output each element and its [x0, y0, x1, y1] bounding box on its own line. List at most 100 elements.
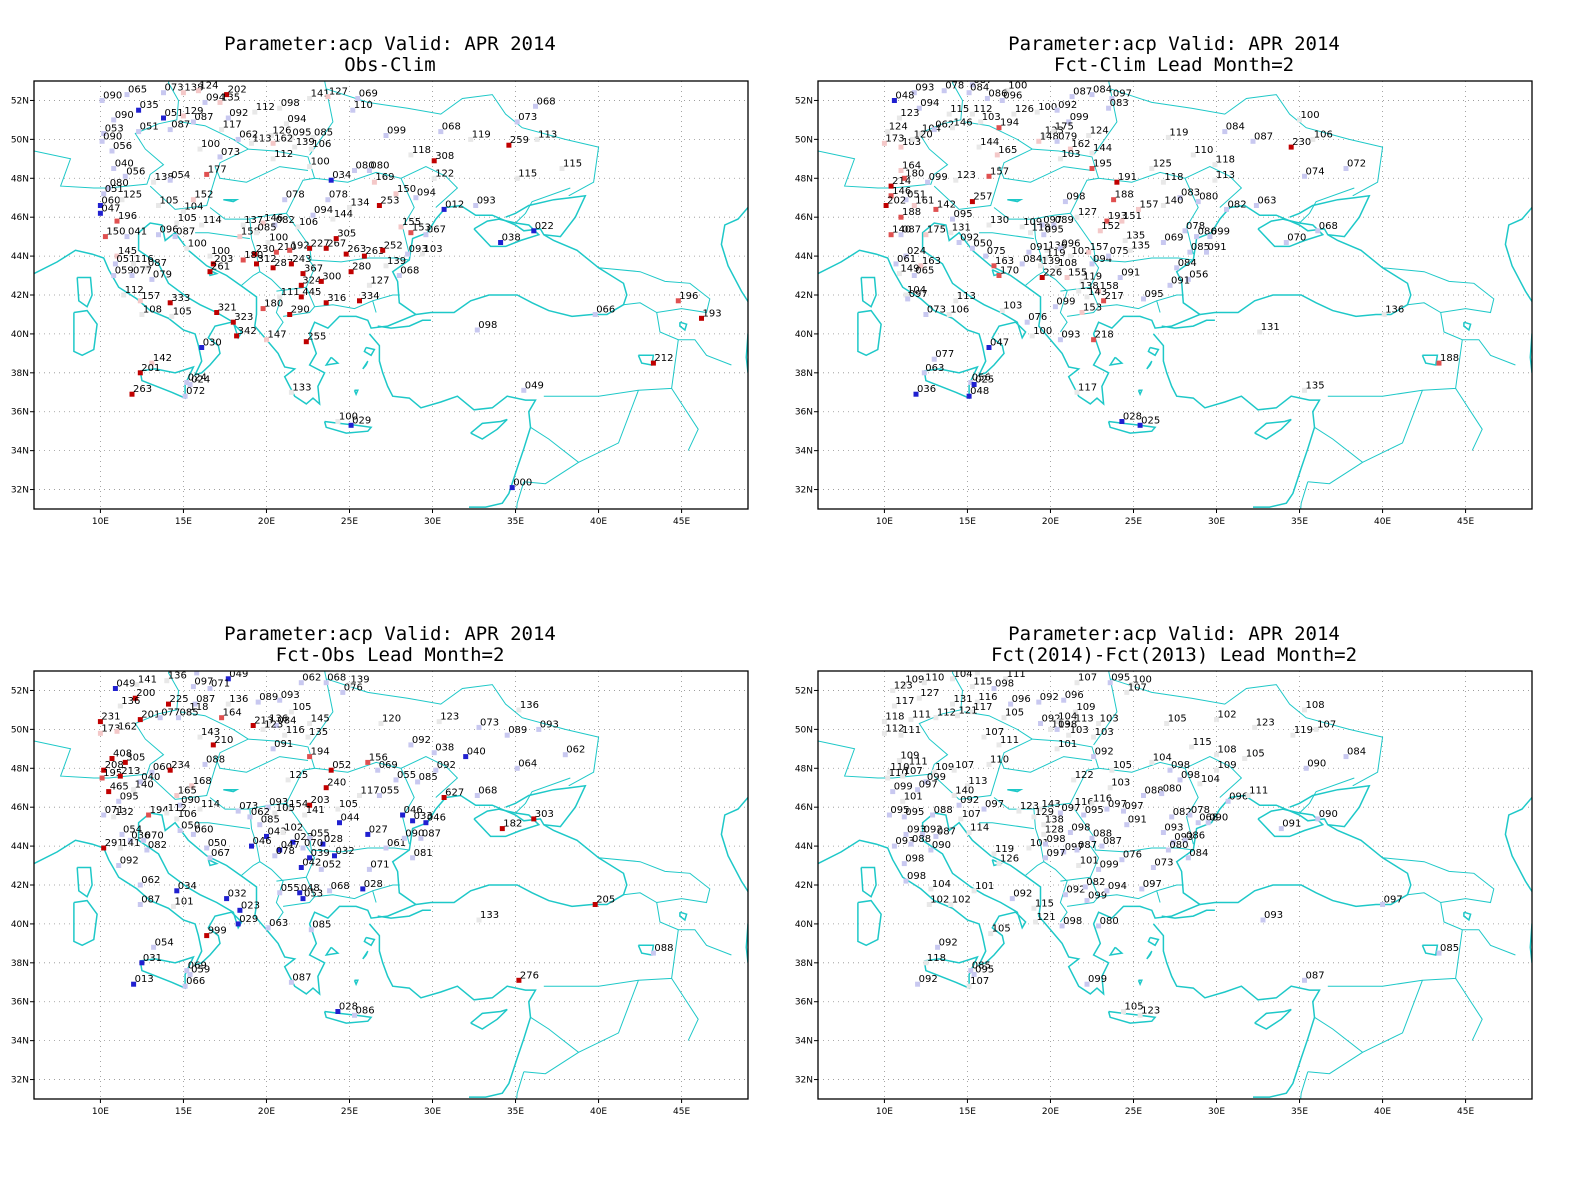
station-value: 036: [131, 830, 150, 841]
country-border: [543, 339, 679, 397]
station-marker: [204, 933, 210, 939]
station-marker: [516, 707, 522, 713]
station-value: 111: [1007, 669, 1026, 680]
station-marker: [366, 866, 372, 872]
station-value: 078: [1186, 221, 1205, 232]
station-marker: [137, 902, 143, 907]
station-value: 117: [973, 702, 992, 713]
station-marker: [264, 337, 269, 343]
y-tick-label: 48N: [795, 174, 813, 184]
station-value: 104: [932, 879, 951, 890]
station-value: 312: [258, 254, 277, 265]
station-value: 080: [110, 178, 129, 189]
x-tick-label: 30E: [424, 1107, 441, 1117]
station-marker: [365, 831, 371, 837]
station-marker: [288, 979, 294, 985]
station-marker: [176, 715, 181, 721]
station-marker: [1039, 275, 1045, 280]
x-tick-label: 15E: [175, 517, 192, 527]
coastline: [1007, 788, 1024, 793]
station-marker: [328, 767, 334, 773]
station-value: 234: [171, 760, 190, 771]
station-marker: [1074, 680, 1080, 686]
station-value: 116: [1075, 797, 1094, 808]
station-marker: [224, 896, 230, 902]
country-border: [598, 857, 711, 904]
station-value: 163: [995, 256, 1014, 267]
station-marker: [903, 292, 909, 298]
station-marker: [1019, 261, 1025, 267]
station-marker: [199, 345, 205, 350]
station-marker: [976, 144, 982, 150]
station-marker: [132, 695, 138, 701]
station-value: 071: [211, 679, 230, 690]
station-value: 103: [424, 244, 443, 255]
country-border: [818, 671, 964, 779]
station-marker: [194, 671, 200, 676]
station-value: 088: [912, 834, 931, 845]
station-value: 213: [121, 766, 140, 777]
station-value: 095: [905, 807, 924, 818]
station-marker: [1069, 94, 1075, 100]
station-value: 093: [540, 719, 559, 730]
station-value: 091: [1282, 819, 1301, 830]
station-value: 030: [203, 338, 222, 349]
station-value: 091: [1030, 242, 1049, 253]
station-value: 032: [336, 846, 355, 857]
station-value: 169: [375, 172, 394, 183]
station-value: 097: [1384, 895, 1403, 906]
x-tick-label: 25E: [1125, 1107, 1142, 1117]
station-marker: [881, 140, 887, 146]
station-value: 111: [912, 710, 931, 721]
station-marker: [1089, 92, 1095, 98]
station-value: 252: [384, 240, 403, 251]
station-marker: [210, 261, 216, 267]
station-marker: [136, 129, 142, 135]
station-value: 084: [1093, 85, 1112, 96]
station-marker: [910, 136, 916, 142]
station-value: 055: [380, 786, 399, 797]
station-marker: [988, 931, 994, 937]
station-value: 230: [1292, 137, 1311, 148]
coastline: [34, 784, 587, 996]
station-marker: [933, 206, 939, 212]
station-value: 084: [1023, 254, 1042, 265]
station-value: 028: [1123, 412, 1142, 423]
station-value: 051: [105, 184, 124, 195]
station-marker: [300, 845, 306, 851]
coastline: [139, 955, 195, 990]
station-marker: [915, 981, 921, 987]
station-value: 144: [1093, 143, 1112, 154]
station-value: 123: [900, 108, 919, 119]
station-marker: [1048, 726, 1053, 732]
station-marker: [901, 175, 907, 181]
station-marker: [225, 701, 231, 707]
y-tick-label: 48N: [11, 174, 29, 184]
coastline: [34, 671, 36, 672]
station-value: 084: [1178, 258, 1197, 269]
station-value: 056: [126, 166, 145, 177]
station-marker: [114, 728, 120, 734]
station-value: 201: [141, 363, 160, 374]
station-marker: [97, 719, 103, 725]
station-value: 093: [1264, 910, 1283, 921]
station-marker: [1212, 162, 1218, 168]
station-value: 092: [1042, 714, 1061, 725]
station-value: 098: [1063, 916, 1082, 927]
y-tick-label: 52N: [795, 96, 813, 106]
station-marker: [1288, 144, 1294, 150]
station-marker: [911, 90, 917, 96]
station-marker: [950, 216, 955, 222]
x-tick-label: 40E: [590, 517, 607, 527]
station-marker: [1205, 820, 1211, 826]
station-marker: [1119, 218, 1125, 224]
station-value: 068: [442, 122, 461, 133]
station-value: 113: [1216, 170, 1235, 181]
station-value: 087: [1306, 970, 1325, 981]
country-border: [516, 1071, 525, 1099]
y-tick-label: 36N: [795, 408, 813, 418]
station-marker: [901, 682, 907, 688]
station-value: 093: [1061, 330, 1080, 341]
station-marker: [999, 98, 1005, 103]
station-value: 051: [116, 254, 135, 265]
